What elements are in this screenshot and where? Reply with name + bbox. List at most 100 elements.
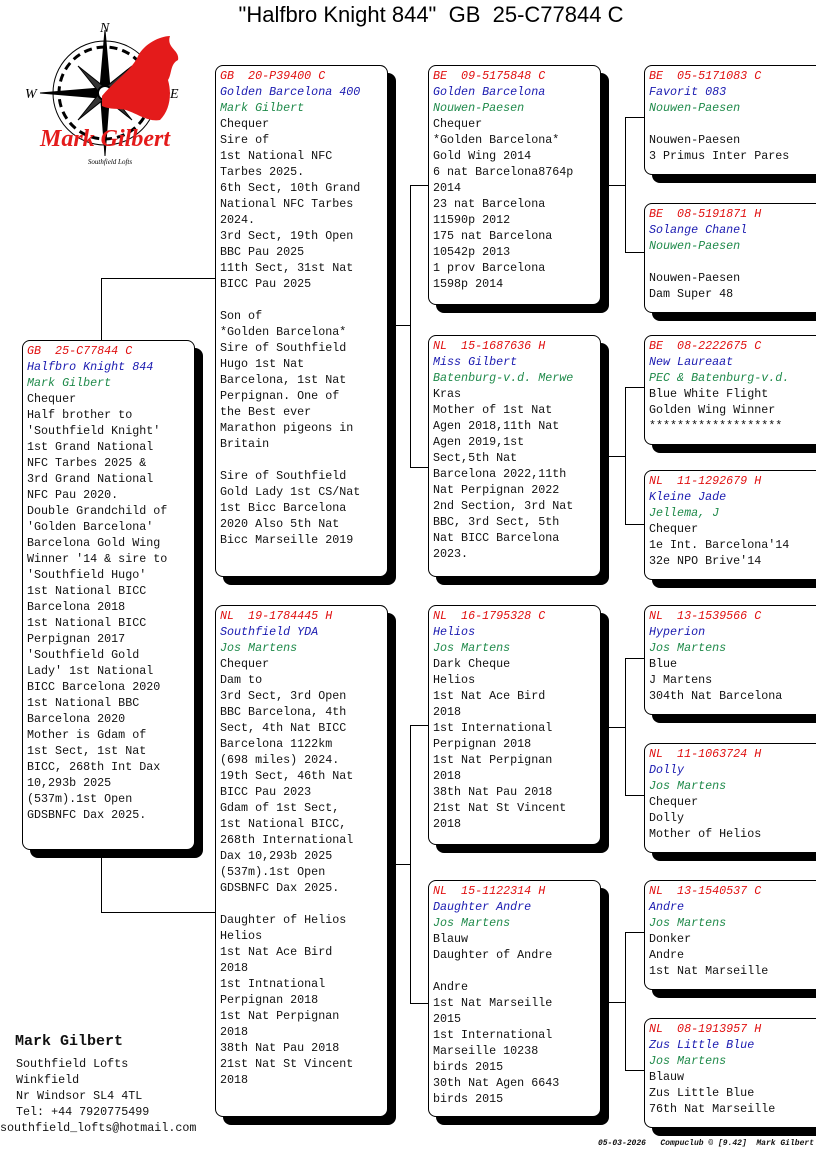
detail-line bbox=[220, 896, 387, 912]
detail-line: Britain bbox=[220, 437, 270, 451]
detail-line: BICC Pau 2023 bbox=[220, 785, 312, 799]
detail-line: Hugo 1st Nat bbox=[220, 357, 305, 371]
detail-line: Chequer bbox=[649, 795, 699, 809]
pedigree-box-ddd: NL 08-1913957 H Zus Little Blue Jos Marten… bbox=[644, 1018, 816, 1128]
ring-number: NL 13-1539566 C bbox=[649, 609, 762, 623]
detail-line: 21st Nat St Vincent bbox=[220, 1057, 354, 1071]
detail-line: 38th Nat Pau 2018 bbox=[433, 785, 553, 799]
ring-number: NL 15-1687636 H bbox=[433, 339, 546, 353]
detail-line: Half brother to bbox=[27, 408, 133, 422]
ring-number: GB 20-P39400 C bbox=[220, 69, 326, 83]
contact-email[interactable]: southfield_lofts@hotmail.com bbox=[0, 1121, 197, 1135]
detail-line: Blue White Flight bbox=[649, 387, 769, 401]
pedigree-box-ss: BE 09-5175848 C Golden Barcelona Nouwen-Pa… bbox=[428, 65, 601, 305]
detail-line: 1st Nat Ace Bird bbox=[220, 945, 333, 959]
detail-line: 32e NPO Brive'14 bbox=[649, 554, 762, 568]
detail-line: GDSBNFC Dax 2025. bbox=[220, 881, 340, 895]
detail-line: birds 2015 bbox=[433, 1060, 504, 1074]
pedigree-box-dds: NL 13-1540537 C Andre Jos Martens Donker And… bbox=[644, 880, 816, 990]
detail-line: Perpignan 2017 bbox=[27, 632, 126, 646]
ring-number: NL 11-1063724 H bbox=[649, 747, 762, 761]
ring-number: BE 09-5175848 C bbox=[433, 69, 546, 83]
detail-line: Dark Cheque bbox=[433, 657, 511, 671]
ring-number: NL 08-1913957 H bbox=[649, 1022, 762, 1036]
detail-line: Gold Wing 2014 bbox=[433, 149, 532, 163]
detail-line: Helios bbox=[433, 673, 476, 687]
pigeon-name: Golden Barcelona bbox=[433, 85, 546, 99]
detail-line: 10542p 2013 bbox=[433, 245, 511, 259]
breeder-name: PEC & Batenburg-v.d. bbox=[649, 371, 790, 385]
breeder-name: Jos Martens bbox=[220, 641, 298, 655]
pedigree-box-ds: NL 16-1795328 C Helios Jos Martens Dark Che… bbox=[428, 605, 601, 845]
pigeon-name: Solange Chanel bbox=[649, 223, 748, 237]
detail-line: BICC Pau 2025 bbox=[220, 277, 312, 291]
detail-line: the Best ever bbox=[220, 405, 312, 419]
detail-line: (698 miles) 2024. bbox=[220, 753, 340, 767]
detail-line: Barcelona 1122km bbox=[220, 737, 333, 751]
pigeon-name: New Laureaat bbox=[649, 355, 734, 369]
detail-line: 2018 bbox=[220, 1025, 249, 1039]
compass-west: W bbox=[25, 87, 38, 102]
detail-line: Andre bbox=[649, 948, 685, 962]
detail-line: Sire of Southfield bbox=[220, 469, 347, 483]
detail-line: Dax 10,293b 2025 bbox=[220, 849, 333, 863]
detail-line: ******************* bbox=[649, 419, 783, 433]
pigeon-name: Daughter Andre bbox=[433, 900, 532, 914]
detail-line: Chequer bbox=[220, 657, 270, 671]
breeder-name: Nouwen-Paesen bbox=[649, 239, 741, 253]
detail-line: 175 nat Barcelona bbox=[433, 229, 553, 243]
detail-line: Blauw bbox=[433, 932, 469, 946]
detail-line: Dam Super 48 bbox=[649, 287, 734, 301]
detail-line: 1st International bbox=[433, 721, 553, 735]
detail-line: Donker bbox=[649, 932, 692, 946]
ring-number: NL 19-1784445 H bbox=[220, 609, 333, 623]
pigeon-name: Zus Little Blue bbox=[649, 1038, 755, 1052]
detail-line: Double Grandchild of bbox=[27, 504, 168, 518]
breeder-name: Nouwen-Paesen bbox=[433, 101, 525, 115]
detail-line: Mother is Gdam of bbox=[27, 728, 147, 742]
pedigree-box-dss: NL 13-1539566 C Hyperion Jos Martens Blue J … bbox=[644, 605, 816, 715]
detail-line: Agen 2018,11th Nat bbox=[433, 419, 560, 433]
detail-line: BBC Pau 2025 bbox=[220, 245, 305, 259]
detail-line: 38th Nat Pau 2018 bbox=[220, 1041, 340, 1055]
detail-line: *Golden Barcelona* bbox=[220, 325, 347, 339]
pedigree-box-dam: NL 19-1784445 H Southfield YDA Jos Martens… bbox=[215, 605, 388, 1117]
ring-number: NL 15-1122314 H bbox=[433, 884, 546, 898]
detail-line: Marathon pigeons in bbox=[220, 421, 354, 435]
detail-line: Sire of Southfield bbox=[220, 341, 347, 355]
detail-line: 11590p 2012 bbox=[433, 213, 511, 227]
detail-line: 2018 bbox=[433, 705, 462, 719]
detail-line: Chequer bbox=[433, 117, 483, 131]
breeder-name: Jos Martens bbox=[649, 1054, 727, 1068]
pigeon-name: Halfbro Knight 844 bbox=[27, 360, 154, 374]
detail-line: 3rd Sect, 3rd Open bbox=[220, 689, 347, 703]
breeder-name: Jos Martens bbox=[649, 641, 727, 655]
detail-line: Barcelona, 1st Nat bbox=[220, 373, 347, 387]
logo: N W E Mark Gilbert Southfield Lofts bbox=[25, 21, 179, 166]
detail-line: 1e Int. Barcelona'14 bbox=[649, 538, 790, 552]
detail-line: 1st Nat Marseille bbox=[433, 996, 553, 1010]
detail-line: 1st National BICC bbox=[27, 616, 147, 630]
detail-line: Marseille 10238 bbox=[433, 1044, 539, 1058]
detail-line: 21st Nat St Vincent bbox=[433, 801, 567, 815]
detail-line: Tarbes 2025. bbox=[220, 165, 305, 179]
detail-line: 1st International bbox=[433, 1028, 553, 1042]
detail-line: Daughter of Helios bbox=[220, 913, 347, 927]
detail-line: GDSBNFC Dax 2025. bbox=[27, 808, 147, 822]
breeder-name: Nouwen-Paesen bbox=[649, 101, 741, 115]
detail-line: NFC Tarbes 2025 & bbox=[27, 456, 147, 470]
ring-number: BE 08-5191871 H bbox=[649, 207, 762, 221]
detail-line: Nat BICC Barcelona bbox=[433, 531, 560, 545]
detail-line: National NFC Tarbes bbox=[220, 197, 354, 211]
breeder-name: Batenburg-v.d. Merwe bbox=[433, 371, 574, 385]
detail-line: Sire of bbox=[220, 133, 270, 147]
detail-line: Dam to bbox=[220, 673, 263, 687]
detail-line: Kras bbox=[433, 387, 462, 401]
breeder-name: Jos Martens bbox=[649, 916, 727, 930]
detail-line: 1st National BICC bbox=[27, 584, 147, 598]
breeder-contact: Mark Gilbert Southfield Lofts Winkfield … bbox=[0, 1034, 196, 1136]
detail-line: 2023. bbox=[433, 547, 469, 561]
pedigree-box-sds: BE 08-2222675 C New Laureaat PEC & Batenbu… bbox=[644, 335, 816, 445]
breeder-name: Jellema, J bbox=[649, 506, 720, 520]
contact-line: Southfield Lofts bbox=[16, 1057, 129, 1071]
